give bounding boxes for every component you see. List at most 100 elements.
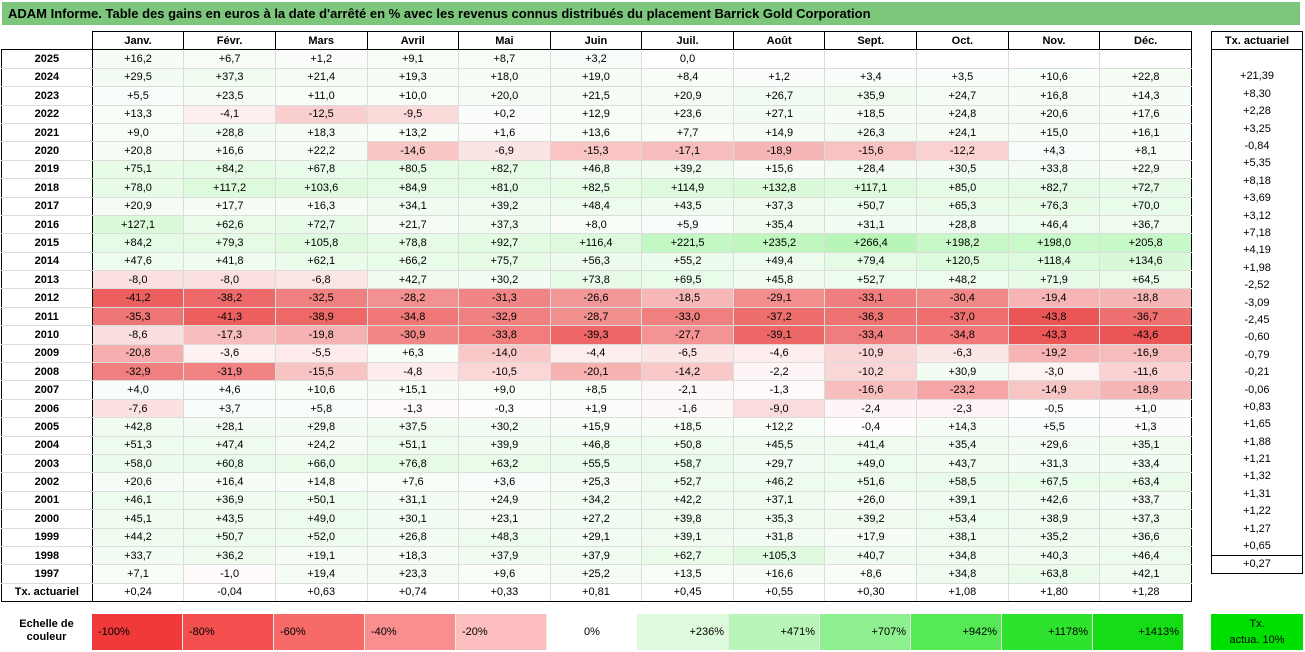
- value-cell: +26,7: [733, 86, 826, 106]
- value-cell: -37,0: [916, 307, 1009, 327]
- value-cell: +67,5: [1008, 472, 1101, 492]
- value-cell: +72,7: [275, 215, 368, 235]
- tx-cell: -0,79: [1211, 346, 1303, 364]
- value-cell: +45,8: [733, 270, 826, 290]
- value-cell: +35,2: [1008, 528, 1101, 547]
- value-cell: +24,2: [275, 436, 368, 455]
- value-cell: +4,0: [92, 380, 185, 400]
- value-cell: +4,3: [1008, 141, 1101, 161]
- year-cell: 2007: [1, 380, 93, 400]
- tx-row: -0,21: [1211, 363, 1303, 381]
- table-row: 2019 +75,1 +84,2 +67,8 +80,5 +82,7 +46,8 +39,2 +…: [1, 160, 1192, 180]
- tx-cell: +8,30: [1211, 85, 1303, 103]
- tx-row: +21,39: [1211, 67, 1303, 86]
- year-cell: 2008: [1, 362, 93, 382]
- year-cell: 2022: [1, 105, 93, 124]
- tx-cell: +1,21: [1211, 450, 1303, 468]
- value-cell: +31,3: [1008, 454, 1101, 474]
- year-cell: 2023: [1, 86, 93, 106]
- footer-label: Tx. actuariel: [1, 583, 93, 603]
- value-cell: +55,5: [550, 454, 643, 474]
- year-cell: 1997: [1, 564, 93, 584]
- value-cell: +25,3: [550, 472, 643, 492]
- tx-cell: +3,69: [1211, 189, 1303, 207]
- value-cell: +35,3: [733, 509, 826, 529]
- value-cell: +3,4: [824, 68, 918, 88]
- value-cell: +24,8: [916, 105, 1009, 124]
- table-row: 2016 +127,1 +62,6 +72,7 +21,7 +37,3 +8,0 +5,9 +3…: [1, 215, 1192, 235]
- table-row: 2022 +13,3 -4,1 -12,5 -9,5 +0,2 +12,9 +23,6 +27,…: [1, 105, 1192, 124]
- table-row: 2002 +20,6 +16,4 +14,8 +7,6 +3,6 +25,3 +52,7 +46…: [1, 472, 1192, 492]
- value-cell: +17,9: [824, 528, 918, 547]
- scale-swatch: -40%: [365, 614, 456, 650]
- value-cell: -12,5: [275, 105, 368, 124]
- value-cell: [824, 49, 918, 69]
- value-cell: +51,3: [92, 436, 185, 455]
- value-cell: -43,8: [1008, 307, 1101, 327]
- table-row: 2001 +46,1 +36,9 +50,1 +31,1 +24,9 +34,2 +42,2 +…: [1, 491, 1192, 511]
- value-cell: +51,1: [367, 436, 460, 455]
- value-cell: -6,9: [458, 141, 551, 161]
- value-cell: +13,2: [367, 123, 460, 143]
- value-cell: +55,2: [641, 252, 734, 272]
- value-cell: +20,9: [641, 86, 734, 106]
- value-cell: +23,6: [641, 105, 734, 124]
- value-cell: +46,8: [550, 436, 643, 455]
- value-cell: +46,8: [550, 160, 643, 180]
- value-cell: +64,5: [1099, 270, 1192, 290]
- value-cell: +15,1: [367, 380, 460, 400]
- value-cell: +69,5: [641, 270, 734, 290]
- value-cell: +58,7: [641, 454, 734, 474]
- tx-cell: -0,06: [1211, 380, 1303, 399]
- value-cell: +50,7: [183, 528, 276, 547]
- tx-cell: +0,65: [1211, 537, 1303, 556]
- value-cell: +5,8: [275, 399, 368, 419]
- value-cell: +28,8: [183, 123, 276, 143]
- scale-swatch: -20%: [456, 614, 547, 650]
- value-cell: +21,4: [275, 68, 368, 88]
- tx-row: +8,30: [1211, 85, 1303, 103]
- value-cell: -0,3: [458, 399, 551, 419]
- page-title: ADAM Informe. Table des gains en euros à…: [2, 2, 1300, 25]
- value-cell: -8,0: [183, 270, 276, 290]
- value-cell: +22,2: [275, 141, 368, 161]
- value-cell: +15,6: [733, 160, 826, 180]
- tx-row: +1,21: [1211, 450, 1303, 468]
- value-cell: -0,4: [824, 417, 918, 437]
- value-cell: +114,9: [641, 178, 734, 198]
- value-cell: -14,2: [641, 362, 734, 382]
- month-header: Mai: [458, 30, 551, 51]
- value-cell: +43,5: [641, 197, 734, 216]
- tx-cell: +1,65: [1211, 415, 1303, 433]
- table-row: 2018 +78,0 +117,2 +103,6 +84,9 +81,0 +82,5 +114…: [1, 178, 1192, 198]
- value-cell: +31,1: [824, 215, 918, 235]
- value-cell: [916, 49, 1009, 69]
- value-cell: +49,0: [275, 509, 368, 529]
- value-cell: -43,6: [1099, 325, 1192, 345]
- tx-footer-row: +0,27: [1211, 554, 1303, 575]
- value-cell: -7,6: [92, 399, 185, 419]
- value-cell: +60,8: [183, 454, 276, 474]
- value-cell: +62,6: [183, 215, 276, 235]
- year-cell: 2004: [1, 436, 93, 455]
- value-cell: -6,5: [641, 344, 734, 364]
- year-cell: 2019: [1, 160, 93, 180]
- value-cell: +37,5: [367, 417, 460, 437]
- value-cell: [733, 49, 826, 69]
- value-cell: +48,2: [916, 270, 1009, 290]
- value-cell: +43,7: [916, 454, 1009, 474]
- value-cell: +1,2: [733, 68, 826, 88]
- value-cell: -20,1: [550, 362, 643, 382]
- value-cell: +27,2: [550, 509, 643, 529]
- value-cell: +80,5: [367, 160, 460, 180]
- value-cell: -14,0: [458, 344, 551, 364]
- value-cell: +0,2: [458, 105, 551, 124]
- tx-color-swatch: Tx. actua. 10%: [1211, 614, 1303, 650]
- value-cell: +18,5: [641, 417, 734, 437]
- gains-table: Janv. Févr. Mars Avril Mai Juin Juil. Août Sept.…: [1, 30, 1192, 603]
- tx-row: +0,65: [1211, 537, 1303, 556]
- value-cell: -6,3: [916, 344, 1009, 364]
- table-row: 1997 +7,1 -1,0 +19,4 +23,3 +9,6 +25,2 +13,5 +16,…: [1, 564, 1192, 584]
- year-cell: 2016: [1, 215, 93, 235]
- tx-row: +3,25: [1211, 119, 1303, 138]
